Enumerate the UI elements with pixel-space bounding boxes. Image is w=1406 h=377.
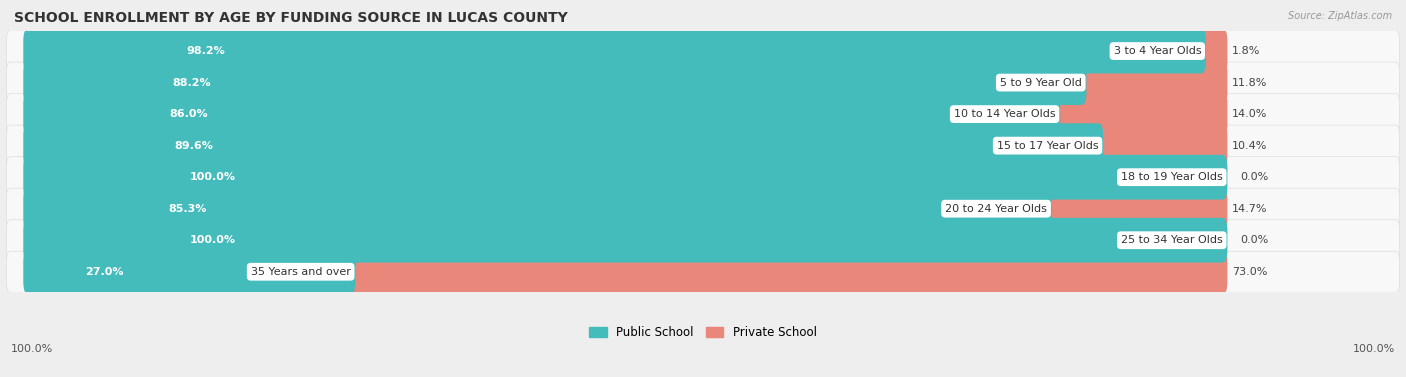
Text: SCHOOL ENROLLMENT BY AGE BY FUNDING SOURCE IN LUCAS COUNTY: SCHOOL ENROLLMENT BY AGE BY FUNDING SOUR…: [14, 11, 568, 25]
FancyBboxPatch shape: [7, 125, 1399, 166]
Text: 85.3%: 85.3%: [169, 204, 207, 214]
Text: 100.0%: 100.0%: [11, 344, 53, 354]
FancyBboxPatch shape: [24, 155, 1227, 199]
FancyBboxPatch shape: [24, 186, 1052, 231]
Text: 14.7%: 14.7%: [1232, 204, 1268, 214]
Text: 18 to 19 Year Olds: 18 to 19 Year Olds: [1121, 172, 1223, 182]
FancyBboxPatch shape: [7, 62, 1399, 103]
FancyBboxPatch shape: [1197, 29, 1227, 74]
FancyBboxPatch shape: [1050, 92, 1227, 136]
Text: 1.8%: 1.8%: [1232, 46, 1261, 56]
Text: 100.0%: 100.0%: [190, 235, 235, 245]
FancyBboxPatch shape: [24, 60, 1087, 105]
FancyBboxPatch shape: [24, 249, 356, 294]
FancyBboxPatch shape: [1094, 123, 1227, 168]
Text: 20 to 24 Year Olds: 20 to 24 Year Olds: [945, 204, 1047, 214]
Text: 35 Years and over: 35 Years and over: [250, 267, 350, 277]
FancyBboxPatch shape: [7, 251, 1399, 292]
FancyBboxPatch shape: [7, 31, 1399, 72]
FancyBboxPatch shape: [7, 157, 1399, 198]
FancyBboxPatch shape: [7, 93, 1399, 135]
Text: Source: ZipAtlas.com: Source: ZipAtlas.com: [1288, 11, 1392, 21]
Text: 86.0%: 86.0%: [169, 109, 208, 119]
Text: 14.0%: 14.0%: [1232, 109, 1268, 119]
Text: 88.2%: 88.2%: [173, 78, 211, 87]
FancyBboxPatch shape: [24, 218, 1227, 263]
Text: 27.0%: 27.0%: [84, 267, 124, 277]
Text: 11.8%: 11.8%: [1232, 78, 1268, 87]
Text: 0.0%: 0.0%: [1240, 235, 1268, 245]
FancyBboxPatch shape: [1077, 60, 1227, 105]
Text: 100.0%: 100.0%: [1353, 344, 1395, 354]
Text: 100.0%: 100.0%: [190, 172, 235, 182]
FancyBboxPatch shape: [24, 92, 1060, 136]
FancyBboxPatch shape: [7, 188, 1399, 229]
FancyBboxPatch shape: [1042, 186, 1227, 231]
FancyBboxPatch shape: [7, 220, 1399, 261]
Text: 15 to 17 Year Olds: 15 to 17 Year Olds: [997, 141, 1098, 151]
Text: 25 to 34 Year Olds: 25 to 34 Year Olds: [1121, 235, 1223, 245]
Text: 10 to 14 Year Olds: 10 to 14 Year Olds: [953, 109, 1056, 119]
Legend: Public School, Private School: Public School, Private School: [585, 322, 821, 344]
FancyBboxPatch shape: [24, 123, 1104, 168]
FancyBboxPatch shape: [346, 249, 1227, 294]
Text: 0.0%: 0.0%: [1240, 172, 1268, 182]
Text: 10.4%: 10.4%: [1232, 141, 1268, 151]
Text: 98.2%: 98.2%: [187, 46, 225, 56]
Text: 5 to 9 Year Old: 5 to 9 Year Old: [1000, 78, 1081, 87]
Text: 73.0%: 73.0%: [1232, 267, 1268, 277]
Text: 3 to 4 Year Olds: 3 to 4 Year Olds: [1114, 46, 1201, 56]
FancyBboxPatch shape: [24, 29, 1206, 74]
Text: 89.6%: 89.6%: [174, 141, 214, 151]
